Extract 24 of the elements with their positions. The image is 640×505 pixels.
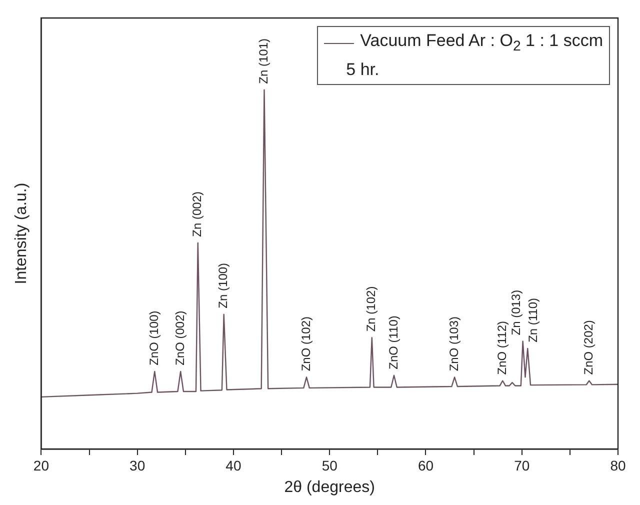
annotation: ZnO (102) xyxy=(298,316,313,372)
x-tick-label: 80 xyxy=(610,457,626,474)
annotation: ZnO (110) xyxy=(386,316,400,370)
y-axis-title: Intensity (a.u.) xyxy=(13,182,30,284)
x-tick-label: 60 xyxy=(418,457,434,474)
x-tick-label: 70 xyxy=(514,457,530,474)
annotation: Zn (110) xyxy=(526,298,540,342)
annotation: ZnO (202) xyxy=(581,320,596,375)
x-tick-label: 30 xyxy=(130,457,146,474)
annotation: Zn (013) xyxy=(509,290,524,336)
annotation: Zn (102) xyxy=(364,286,378,332)
x-tick-label: 40 xyxy=(226,457,242,474)
annotation: ZnO (112) xyxy=(494,320,509,375)
x-tick-label: 50 xyxy=(322,457,338,474)
annotation: Zn (002) xyxy=(190,191,204,237)
legend-label: Vacuum Feed Ar : O$_{2}$ 1 : 1 sccm xyxy=(360,30,603,56)
text: 5 hr. xyxy=(345,59,380,82)
x-axis-title: 2θ (degrees) xyxy=(284,478,375,496)
annotation: ZnO (100) xyxy=(146,310,161,366)
annotation: ZnO (002) xyxy=(172,310,187,366)
x-tick-label: 20 xyxy=(33,457,50,474)
annotation: Zn (101) xyxy=(256,38,271,84)
annotation: Zn (100) xyxy=(216,262,230,308)
annotation: ZnO (103) xyxy=(446,316,461,372)
